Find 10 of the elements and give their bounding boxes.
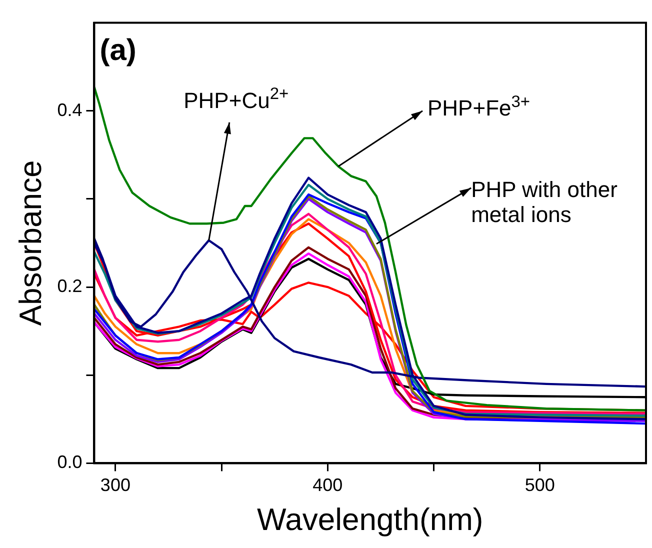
x-tick-label: 300 bbox=[100, 474, 130, 495]
y-tick-label: 0.4 bbox=[57, 100, 82, 120]
y-tick-label: 0.2 bbox=[57, 276, 82, 296]
annotation: PHP with other metal ions bbox=[471, 176, 618, 228]
annotation: (a) bbox=[100, 34, 136, 68]
x-tick-label: 500 bbox=[524, 474, 555, 495]
y-axis-title: Absorbance bbox=[13, 160, 48, 326]
y-tick-label: 0.0 bbox=[57, 452, 82, 472]
x-axis-title: Wavelength(nm) bbox=[256, 502, 484, 537]
x-tick-label: 400 bbox=[312, 474, 343, 495]
